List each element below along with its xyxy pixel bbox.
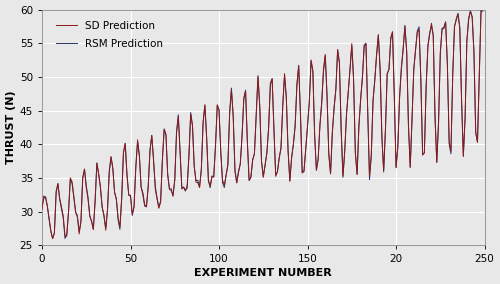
RSM Prediction [39,206,45,209]
Line: RSM Prediction: RSM Prediction [42,10,483,239]
RSM Prediction [464,39,470,43]
RSM Prediction [50,237,56,240]
RSM Prediction [468,9,473,12]
X-axis label: EXPERIMENT NUMBER: EXPERIMENT NUMBER [194,268,332,278]
SD Prediction [50,237,56,240]
SD Prediction [480,8,486,11]
SD Prediction [218,150,224,154]
SD Prediction [296,64,302,68]
RSM Prediction [218,152,224,155]
SD Prediction [346,90,352,94]
Legend: SD Prediction, RSM Prediction: SD Prediction, RSM Prediction [52,17,167,53]
SD Prediction [223,174,229,177]
SD Prediction [464,39,470,43]
RSM Prediction [223,173,229,176]
Y-axis label: THRUST (N): THRUST (N) [6,91,16,164]
RSM Prediction [480,10,486,13]
Line: SD Prediction: SD Prediction [42,9,483,239]
SD Prediction [39,208,45,211]
RSM Prediction [296,64,302,67]
SD Prediction [114,198,119,201]
RSM Prediction [346,90,352,94]
RSM Prediction [114,197,119,200]
